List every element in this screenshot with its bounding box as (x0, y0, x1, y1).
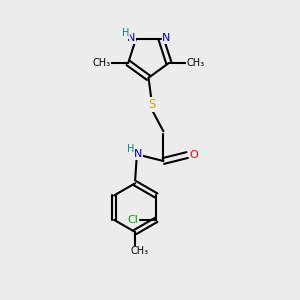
Text: N: N (162, 34, 171, 44)
Text: CH₃: CH₃ (92, 58, 110, 68)
Text: Cl: Cl (127, 215, 138, 225)
Text: S: S (148, 98, 155, 111)
Text: O: O (189, 150, 198, 160)
Text: H: H (122, 28, 130, 38)
Text: N: N (127, 34, 136, 44)
Text: N: N (134, 149, 142, 159)
Text: CH₃: CH₃ (130, 246, 149, 256)
Text: CH₃: CH₃ (187, 58, 205, 68)
Text: H: H (127, 144, 134, 154)
